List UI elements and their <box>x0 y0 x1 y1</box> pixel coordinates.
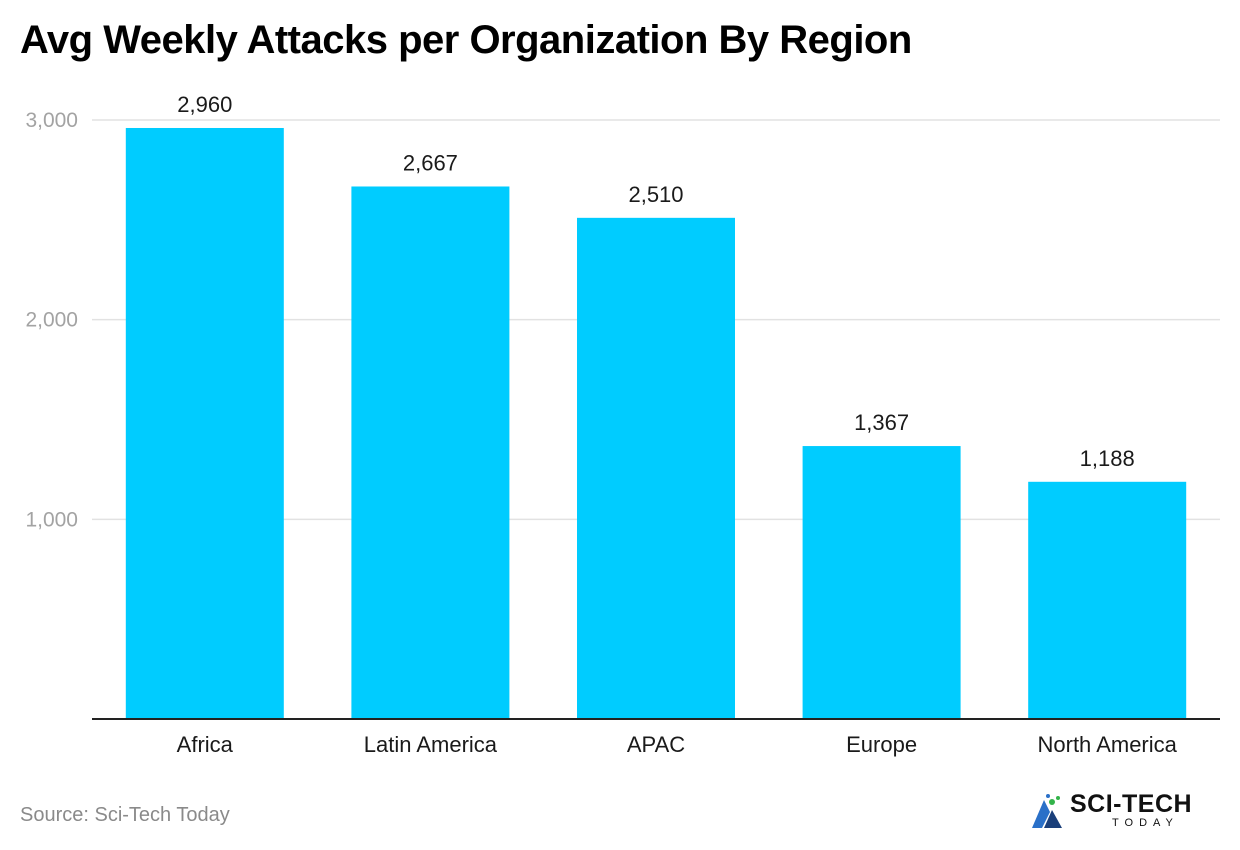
source-note: Source: Sci-Tech Today <box>20 804 230 826</box>
x-category-label: North America <box>1038 732 1178 757</box>
sci-tech-today-logo-icon <box>1032 794 1062 828</box>
data-labels: 2,960 2,667 2,510 1,367 1,188 <box>177 92 1134 471</box>
brand-logo: SCI-TECH TODAY <box>1030 790 1192 830</box>
bar <box>125 127 284 719</box>
y-tick-label: 2,000 <box>25 309 78 332</box>
data-label: 1,367 <box>854 410 909 435</box>
bar-chart: 1,000 2,000 3,000 2,960 2,667 2,510 1,367 1,18… <box>25 92 1220 757</box>
bar <box>1028 481 1187 719</box>
y-tick-label: 3,000 <box>25 109 78 132</box>
brand-subtitle: TODAY <box>1112 816 1179 829</box>
data-label: 2,510 <box>628 182 683 207</box>
y-tick-label: 1,000 <box>25 508 78 531</box>
brand-name: SCI-TECH <box>1070 789 1193 818</box>
x-category-label: Europe <box>846 732 917 757</box>
data-label: 2,667 <box>403 150 458 175</box>
chart-title: Avg Weekly Attacks per Organization By R… <box>20 18 912 62</box>
bar <box>577 217 735 719</box>
data-label: 2,960 <box>177 92 232 117</box>
x-category-label: Latin America <box>364 732 498 757</box>
bar <box>802 446 961 719</box>
y-axis-ticks: 1,000 2,000 3,000 <box>25 109 78 531</box>
x-category-label: APAC <box>627 732 685 757</box>
x-category-label: Africa <box>177 732 234 757</box>
bars <box>125 127 1187 719</box>
data-label: 1,188 <box>1080 446 1135 471</box>
bar <box>351 186 510 719</box>
x-axis-categories: Africa Latin America APAC Europe North Ameri… <box>177 732 1178 757</box>
